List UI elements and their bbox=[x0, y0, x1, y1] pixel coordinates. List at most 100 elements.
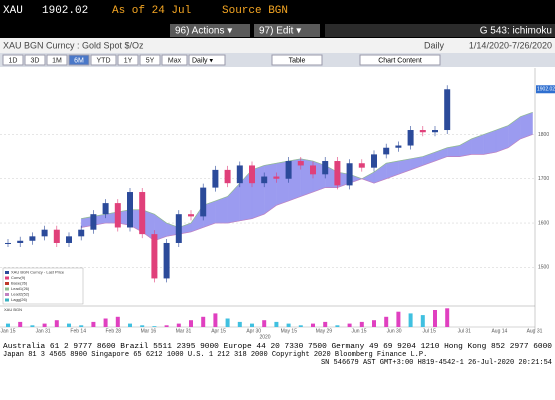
macd-bar bbox=[384, 316, 389, 327]
legend-swatch bbox=[5, 298, 9, 302]
page-label: G 543: ichimoku bbox=[480, 26, 552, 37]
macd-bar bbox=[189, 320, 193, 327]
price: 1902.02 bbox=[42, 5, 88, 17]
macd-bar bbox=[91, 321, 96, 327]
legend-swatch bbox=[5, 276, 9, 280]
range-button[interactable] bbox=[139, 54, 161, 66]
legend-label: Base(26) bbox=[11, 281, 28, 286]
y-tick-label: 1600 bbox=[538, 220, 549, 226]
range-button[interactable] bbox=[117, 54, 139, 66]
range-button[interactable] bbox=[161, 54, 188, 66]
macd-bar bbox=[152, 326, 157, 327]
candle bbox=[66, 236, 72, 243]
candle bbox=[358, 163, 365, 168]
table-button[interactable] bbox=[271, 54, 323, 66]
candle bbox=[224, 169, 231, 184]
candle bbox=[261, 176, 268, 184]
footer-line: Japan 81 3 4565 8900 Singapore 65 6212 1… bbox=[3, 351, 427, 359]
macd-bar bbox=[262, 320, 267, 327]
legend-label: Lagg(26) bbox=[11, 297, 28, 302]
macd-bar bbox=[335, 325, 340, 327]
candle bbox=[90, 214, 97, 230]
candle bbox=[334, 161, 341, 186]
range-label[interactable]: 1M bbox=[52, 57, 62, 64]
range: 1/14/2020-7/26/2020 bbox=[469, 40, 552, 50]
x-tick-label: Apr 15 bbox=[211, 328, 226, 334]
candle bbox=[285, 161, 292, 179]
x-tick-label: May 29 bbox=[316, 328, 333, 334]
content-label[interactable]: Chart Content bbox=[378, 57, 422, 64]
actions-label[interactable]: 96) Actions ▾ bbox=[175, 26, 232, 37]
y-tick-label: 1700 bbox=[538, 176, 549, 182]
candle bbox=[383, 147, 390, 155]
last-price-label: 1902.02 bbox=[537, 87, 555, 93]
source: Source BGN bbox=[222, 5, 288, 17]
frequency-button[interactable] bbox=[188, 54, 226, 66]
range-button[interactable] bbox=[24, 54, 46, 66]
footer-line: Australia 61 2 9777 8600 Brazil 5511 239… bbox=[3, 343, 552, 351]
macd-bar bbox=[250, 323, 254, 327]
edit-label[interactable]: 97) Edit ▾ bbox=[259, 26, 301, 37]
macd-bar bbox=[298, 325, 303, 327]
macd-bar bbox=[79, 325, 84, 327]
x-tick-label: May 15 bbox=[281, 328, 298, 334]
content-button[interactable] bbox=[359, 54, 441, 66]
frequency-label[interactable]: Daily ▾ bbox=[192, 57, 214, 64]
legend-swatch bbox=[5, 293, 9, 296]
range-button[interactable] bbox=[68, 54, 90, 66]
macd-bar bbox=[6, 323, 10, 327]
range-label[interactable]: Max bbox=[168, 57, 182, 64]
candle bbox=[41, 229, 48, 237]
macd-bar bbox=[323, 321, 328, 327]
candle bbox=[297, 161, 304, 166]
macd-bar bbox=[42, 323, 47, 327]
macd-bar bbox=[225, 318, 230, 327]
range-label[interactable]: 3D bbox=[31, 57, 40, 64]
legend-swatch bbox=[5, 271, 9, 274]
period: Daily bbox=[424, 40, 445, 50]
candle bbox=[419, 130, 426, 133]
range-label[interactable]: 6M bbox=[74, 57, 84, 64]
macd-bar bbox=[115, 316, 120, 327]
legend-label: XAU BGN Curncy - Last Price bbox=[11, 270, 65, 275]
actions-button[interactable] bbox=[170, 24, 250, 37]
range-label[interactable]: YTD bbox=[97, 57, 111, 64]
macd-bar bbox=[103, 318, 108, 327]
legend-label: Lead1(26) bbox=[11, 286, 30, 291]
candle bbox=[78, 229, 85, 237]
legend-swatch bbox=[5, 282, 9, 285]
range-label[interactable]: 1Y bbox=[124, 57, 133, 64]
macd-bar bbox=[164, 325, 169, 327]
legend-swatch bbox=[5, 287, 9, 291]
macd-bar bbox=[396, 311, 401, 327]
range-button[interactable] bbox=[46, 54, 68, 66]
legend-label: Conv(9) bbox=[11, 275, 26, 280]
y-tick-label: 1500 bbox=[538, 265, 549, 271]
x-tick-label: Apr 30 bbox=[246, 328, 261, 334]
edit-button[interactable] bbox=[254, 24, 320, 37]
macd-bar bbox=[420, 315, 425, 327]
macd-bar bbox=[372, 320, 376, 327]
macd-bar bbox=[18, 321, 23, 327]
last-price-box bbox=[536, 85, 555, 94]
candle bbox=[163, 242, 170, 279]
legend-label: Lead2(52) bbox=[11, 292, 30, 297]
macd-title: XAU BGN bbox=[4, 307, 22, 312]
candle bbox=[310, 165, 316, 175]
table-label[interactable]: Table bbox=[289, 57, 306, 64]
candle bbox=[175, 214, 182, 243]
range-button[interactable] bbox=[2, 54, 24, 66]
candle bbox=[212, 169, 219, 188]
range-label[interactable]: 1D bbox=[9, 57, 18, 64]
range-button[interactable] bbox=[90, 54, 117, 66]
year-label: 2020 bbox=[259, 334, 270, 340]
candle bbox=[395, 145, 402, 148]
candle bbox=[127, 192, 133, 228]
range-label[interactable]: 5Y bbox=[146, 57, 155, 64]
info-bar bbox=[0, 38, 555, 53]
x-tick-label: Jan 31 bbox=[36, 328, 51, 334]
security: XAU BGN Curncy : Gold Spot $/Oz bbox=[3, 40, 144, 50]
cloud-edge bbox=[81, 111, 533, 228]
macd-bar bbox=[359, 321, 364, 327]
